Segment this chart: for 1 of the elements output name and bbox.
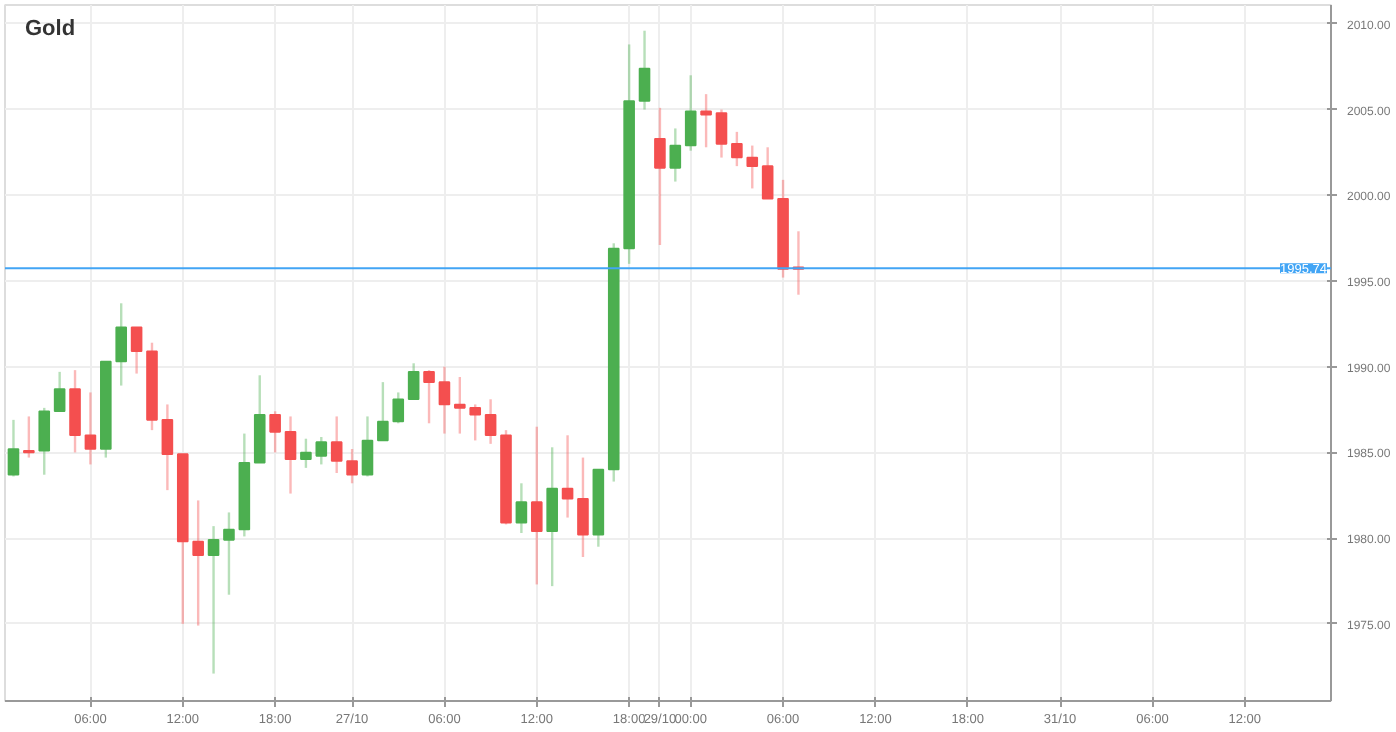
text: Gold — [25, 17, 76, 41]
